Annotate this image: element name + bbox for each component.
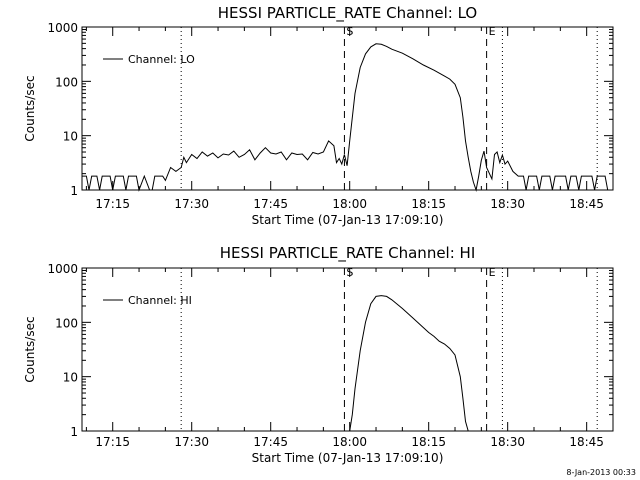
data-series-line <box>82 43 613 192</box>
data-series-line <box>349 295 469 432</box>
y-tick-label: 1000 <box>47 262 78 276</box>
x-tick-label: 17:30 <box>174 197 209 211</box>
end-marker-label: E <box>489 25 496 38</box>
date-stamp: 8-Jan-2013 00:33 <box>566 468 636 477</box>
y-tick-label: 1000 <box>47 21 78 35</box>
x-axis-label: Start Time (07-Jan-13 17:09:10) <box>252 213 444 227</box>
y-axis-label: Counts/sec <box>23 316 37 382</box>
end-marker-label: E <box>489 266 496 279</box>
chart-panel-hi: HESSI PARTICLE_RATE Channel: HI 1 10 100 100… <box>23 244 614 465</box>
x-axis-label: Start Time (07-Jan-13 17:09:10) <box>252 451 444 465</box>
x-tick-label: 18:30 <box>490 197 525 211</box>
chart-panel-lo: HESSI PARTICLE_RATE Channel: LO 1 10 100 100… <box>23 4 614 227</box>
plot-frame <box>81 26 614 191</box>
plot-frame <box>81 267 614 432</box>
chart-title: HESSI PARTICLE_RATE Channel: HI <box>220 244 476 263</box>
y-axis-label: Counts/sec <box>23 75 37 141</box>
legend-label: Channel: LO <box>128 53 195 66</box>
x-tick-label: 18:15 <box>411 435 446 449</box>
y-tick-label: 1 <box>70 184 78 198</box>
x-tick-label: 17:45 <box>253 197 288 211</box>
x-tick-label: 18:45 <box>569 435 604 449</box>
legend-label: Channel: HI <box>128 294 192 307</box>
y-tick-label: 10 <box>63 130 78 144</box>
x-tick-label: 17:45 <box>253 435 288 449</box>
x-tick-label: 17:30 <box>174 435 209 449</box>
x-tick-label: 18:15 <box>411 197 446 211</box>
y-tick-label: 100 <box>55 75 78 89</box>
chart-title: HESSI PARTICLE_RATE Channel: LO <box>218 4 477 23</box>
x-tick-label: 18:45 <box>569 197 604 211</box>
start-marker-label: S <box>346 25 353 38</box>
x-tick-label: 18:30 <box>490 435 525 449</box>
y-tick-label: 100 <box>55 316 78 330</box>
x-tick-label: 17:15 <box>95 197 130 211</box>
y-tick-label: 1 <box>70 425 78 439</box>
x-tick-label: 17:15 <box>95 435 130 449</box>
x-tick-label: 18:00 <box>332 435 367 449</box>
y-tick-label: 10 <box>63 371 78 385</box>
start-marker-label: S <box>346 266 353 279</box>
x-tick-label: 18:00 <box>332 197 367 211</box>
